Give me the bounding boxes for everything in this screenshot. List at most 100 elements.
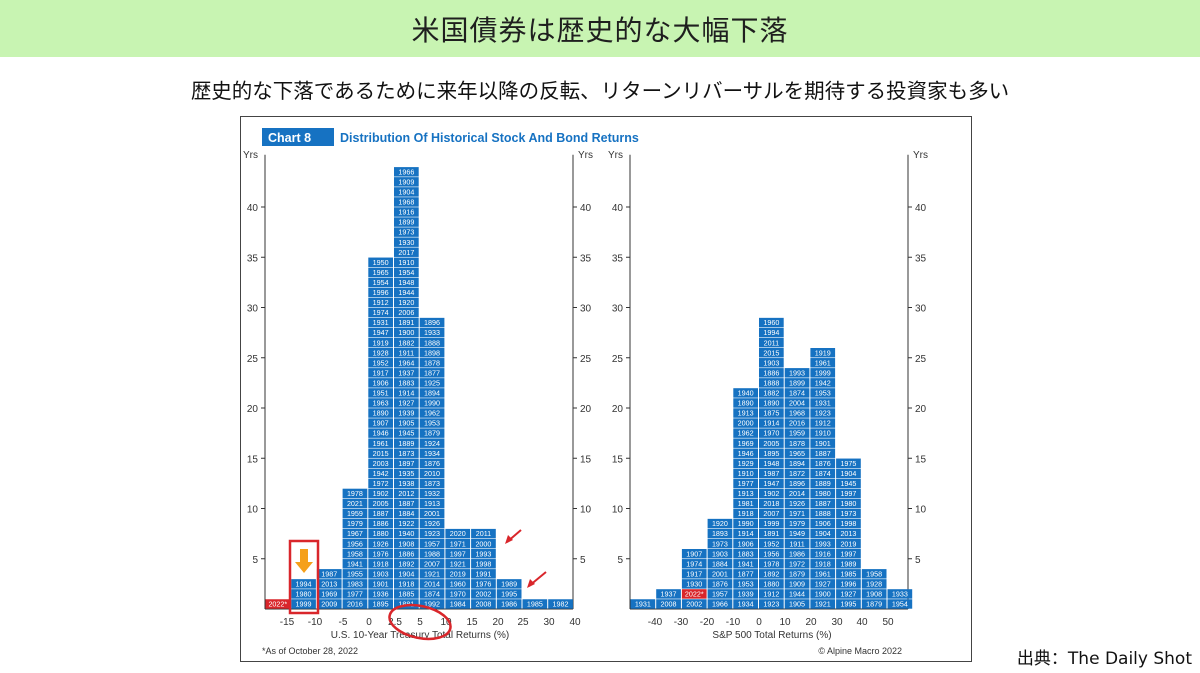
bar-cell-year: 1899: [398, 218, 414, 227]
bar-cell: [368, 488, 393, 499]
y-tick-label-left: 15: [612, 454, 624, 465]
bar-cell: [368, 418, 393, 428]
bar-cell: [342, 538, 368, 549]
bar-cell: [368, 518, 393, 529]
bar-cell-year: 1872: [789, 469, 805, 478]
bar-cell: [368, 368, 393, 378]
bar-cell: [733, 448, 758, 458]
bar-cell-year: 2019: [840, 539, 856, 548]
y-tick-label-left: 35: [247, 253, 259, 264]
bar-cell-year: 1933: [424, 328, 440, 337]
bar-cell: [394, 448, 419, 458]
bar-cell-year: 1922: [398, 519, 414, 528]
bar-cell-year: 2019: [450, 569, 466, 578]
bar-cell: [342, 589, 368, 599]
bar-cell: [733, 388, 758, 398]
bar-cell: [394, 488, 419, 499]
bar-cell-year: 1904: [840, 469, 856, 478]
bar-cell-year: 1906: [815, 519, 831, 528]
bar-cell: [394, 468, 419, 479]
bar-cell: [394, 478, 419, 489]
bar-cell: [419, 317, 445, 328]
bar-cell-year: 1937: [661, 590, 677, 599]
y-axis-unit-left: Yrs: [243, 150, 258, 161]
bar-cell-year: 1939: [398, 409, 414, 418]
bar-cell-year: 1947: [763, 479, 779, 488]
bar-cell: [707, 579, 733, 589]
bar-cell-year: 1913: [738, 489, 754, 498]
bar-cell: [445, 559, 471, 569]
bar-cell-year: 1910: [738, 469, 754, 478]
bar-cell-year: 2007: [424, 559, 440, 568]
bar-cell-year: 1974: [373, 308, 389, 317]
bar-cell: [759, 358, 784, 368]
bar-cell-year: 2000: [738, 419, 754, 428]
bar-cell-year: 1883: [738, 549, 754, 558]
bar-cell: [394, 297, 419, 308]
y-tick-label-right: 15: [580, 454, 592, 465]
bar-cell: [342, 508, 368, 519]
bar-cell: [368, 408, 393, 418]
bar-cell-year: 2011: [476, 529, 491, 538]
bar-cell-year: 2009: [321, 600, 337, 609]
bar-cell: [368, 508, 393, 519]
y-tick-label-right: 30: [915, 304, 927, 315]
bar-cell: [394, 498, 419, 509]
bar-cell: [733, 579, 758, 589]
bar-cell-year: 1908: [866, 590, 882, 599]
bar-cell-year: 1912: [763, 590, 779, 599]
bar-cell-year: 2008: [661, 600, 677, 609]
bar-cell-year: 1999: [815, 368, 831, 377]
bar-cell-year: 1962: [424, 409, 440, 418]
bar-cell-year: 1902: [763, 489, 779, 498]
bar-cell: [784, 378, 810, 388]
x-tick-label: 20: [492, 617, 504, 628]
bar-cell: [548, 599, 573, 609]
bar-cell: [810, 579, 836, 589]
bar-cell: [759, 317, 784, 328]
bar-cell: [861, 599, 887, 609]
bar-cell: [836, 498, 861, 509]
bar-cell: [784, 508, 810, 519]
bar-cell-year: 1912: [815, 419, 831, 428]
bar-cell: [810, 408, 836, 418]
x-axis-label: U.S. 10-Year Treasury Total Returns (%): [331, 630, 509, 641]
bar-cell: [836, 559, 861, 569]
bar-cell-year: 1972: [789, 559, 805, 568]
bar-cell-year: 1934: [424, 449, 440, 458]
y-tick-label-right: 5: [580, 555, 586, 566]
bar-cell: [394, 398, 419, 408]
bar-cell: [836, 478, 861, 489]
y-tick-label-right: 30: [580, 304, 592, 315]
bar-cell: [368, 599, 393, 609]
bar-cell: [759, 398, 784, 408]
bar-cell: [759, 378, 784, 388]
bar-cell-year: 1890: [373, 409, 389, 418]
bar-cell-year: 1996: [373, 288, 389, 297]
bar-cell-year: 1899: [789, 378, 805, 387]
bar-cell: [784, 468, 810, 479]
bar-cell: [368, 438, 393, 448]
bar-cell: [394, 227, 419, 237]
bar-cell: [394, 358, 419, 368]
bar-cell: [394, 327, 419, 338]
bar-cell: [419, 468, 445, 479]
bar-cell: [836, 569, 861, 579]
bar-cell-year: 1999: [296, 600, 312, 609]
bar-cell-year: 1914: [398, 389, 414, 398]
bar-cell-year: 1967: [347, 529, 363, 538]
bar-cell: [759, 549, 784, 559]
bar-cell: [419, 408, 445, 418]
bar-cell-year: 1900: [815, 590, 831, 599]
bar-cell: [784, 579, 810, 589]
bar-cell-year: 1905: [789, 600, 805, 609]
bar-cell-year: 1873: [398, 449, 414, 458]
bar-cell-year: 1918: [815, 559, 831, 568]
bar-cell-year: 1970: [450, 590, 466, 599]
bar-cell: [759, 428, 784, 438]
x-axis-label: S&P 500 Total Returns (%): [712, 630, 831, 641]
chart-footnote: *As of October 28, 2022: [262, 646, 358, 656]
bar-cell-year: 2012: [398, 489, 414, 498]
bar-cell-year: 1918: [738, 509, 754, 518]
bar-cell-year: 2015: [373, 449, 389, 458]
